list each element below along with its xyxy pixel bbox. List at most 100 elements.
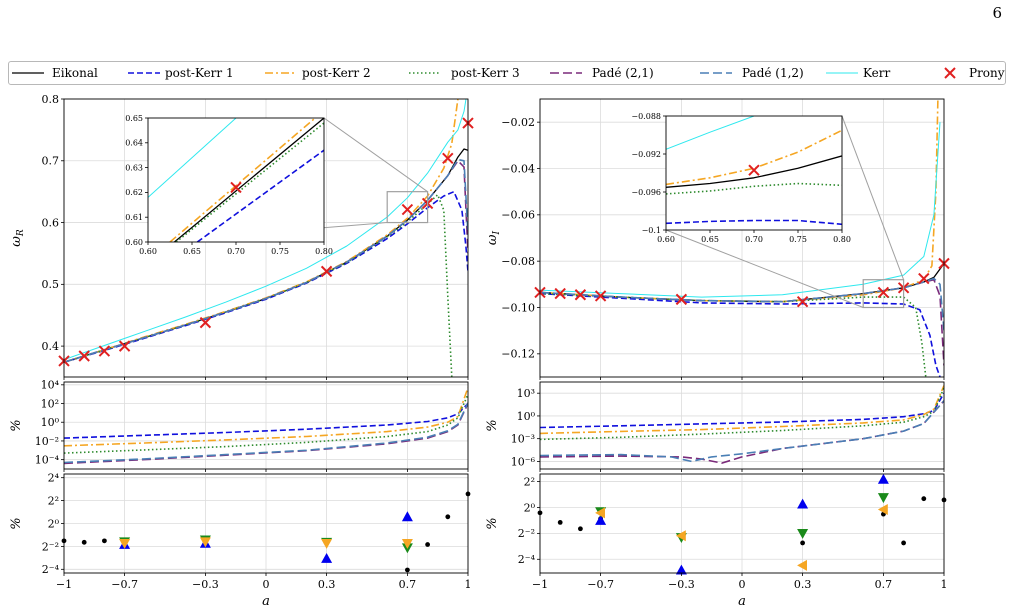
y-ticks: 2⁻⁴ 2⁻² 2⁰ 2² 2⁴ [42, 472, 64, 576]
legend-label-pade-12: Padé (1,2) [742, 66, 804, 80]
difference-dot [102, 538, 107, 544]
series-line-post-kerr-3 [540, 387, 944, 441]
x-tick-label: 0.65 [183, 247, 201, 256]
y-tick-label: −0.08 [501, 255, 535, 268]
prony-marker [98, 345, 111, 357]
y-tick-label: 0.62 [125, 188, 143, 197]
legend-item-eikonal: Eikonal [12, 66, 98, 80]
legend-label-prony: Prony [969, 66, 1005, 80]
x-tick-label: 0.80 [315, 247, 333, 256]
y-tick-label: −0.10 [501, 301, 535, 314]
panel-diff-I: 2⁻⁴ 2⁻² 2⁰ 2² −1 −0.7 −0.3 0 0.3 0.7 1% a [485, 473, 948, 609]
prony-marker [675, 293, 688, 306]
difference-dot [901, 540, 906, 546]
panel-pct-I: 10⁻⁶ 10⁻³ 10⁰ 10³% [485, 381, 945, 472]
y-tick-label: 0.61 [125, 213, 143, 222]
y-tick-label: 0.64 [125, 139, 143, 148]
x-axis-label: a [738, 594, 746, 609]
prony-marker [748, 164, 760, 176]
prony-marker [574, 289, 587, 301]
y-tick-label: −0.02 [501, 116, 535, 129]
difference-dot [578, 526, 583, 532]
series-line-pade-12 [540, 277, 944, 331]
legend [8, 61, 1006, 85]
grid-lines [63, 382, 469, 469]
y-tick-label: 0.63 [125, 163, 143, 172]
legend-label-eikonal: Eikonal [52, 66, 98, 80]
triangle-marker-down [877, 493, 889, 504]
triangle-marker-down [321, 538, 333, 549]
series-line-post-kerr-2 [64, 387, 468, 447]
zoom-connector [841, 115, 905, 280]
x-tick-label: −0.3 [668, 578, 695, 591]
triangle-marker-down [199, 537, 211, 548]
difference-dot [405, 567, 410, 573]
y-tick-label: −0.04 [501, 162, 535, 175]
y-tick-label: 10⁻² [35, 435, 59, 448]
x-tick-label: 0 [263, 578, 270, 591]
grid-lines [63, 474, 469, 573]
prony-marker [320, 265, 333, 278]
y-axis-label: % [485, 419, 500, 431]
prony-marker [118, 340, 131, 352]
triangle-marker-up [321, 553, 333, 563]
series-line-post-kerr-1 [540, 392, 944, 429]
x-tick-label: 0.3 [794, 578, 812, 591]
x-tick-label: 0 [739, 578, 746, 591]
prony-marker [78, 350, 90, 362]
difference-dot [81, 539, 87, 545]
triangle-marker-up [877, 473, 889, 484]
triangle-marker-up [797, 498, 809, 509]
series-line-post-kerr-1 [540, 292, 941, 377]
y-tick-label: 2⁰ [524, 501, 536, 514]
series-line-kerr [148, 118, 237, 198]
x-tick-label: −0.7 [587, 578, 614, 591]
legend-item-post-kerr-3: post-Kerr 3 [409, 66, 520, 80]
triangle-marker-up [595, 514, 607, 525]
series-line-pade-12 [64, 402, 468, 464]
difference-dot [445, 514, 451, 520]
plot-marks [64, 387, 468, 465]
y-tick-label: 10⁻⁶ [511, 455, 536, 468]
y-tick-label: −0.092 [631, 150, 661, 159]
page-number: 6 [992, 4, 1002, 22]
x-ticks [63, 377, 469, 380]
series-line-kerr [666, 116, 755, 150]
prony-marker [918, 272, 930, 285]
y-tick-label: 2⁻² [42, 540, 59, 553]
legend-item-pade-12: Padé (1,2) [700, 66, 804, 80]
triangle-marker-up [401, 511, 413, 522]
y-tick-label: 10² [41, 397, 59, 410]
x-tick-label: −0.3 [192, 578, 219, 591]
x-axis-label: a [262, 594, 270, 609]
y-ticks: 10⁻⁴ 10⁻² 10⁰ 10² 10⁴ [35, 379, 64, 466]
y-tick-label: 0.7 [42, 155, 60, 168]
y-tick-label: 2⁻⁴ [518, 553, 536, 566]
difference-dot [557, 519, 563, 525]
panel-omega-R-inset: 0.60 0.61 0.62 0.63 0.64 0.65 0.60 0.65 0.70 0.75… [125, 114, 333, 256]
y-ticks: −0.12 −0.10 −0.08 −0.06 −0.04 −0.02 [501, 116, 540, 361]
legend-item-pade-21: Padé (2,1) [550, 66, 654, 80]
x-tick-label: 1 [465, 578, 472, 591]
y-tick-label: 10⁰ [41, 416, 60, 429]
triangle-marker-left [595, 507, 605, 519]
y-tick-label: −0.096 [631, 188, 661, 197]
y-tick-label: 0.8 [42, 93, 60, 106]
prony-marker [442, 152, 454, 165]
triangle-marker-left [797, 559, 807, 571]
zoom-region-box [862, 279, 905, 309]
series-line-post-kerr-2 [540, 385, 944, 435]
y-tick-label: −0.1 [642, 226, 661, 235]
series-line-pade-12 [540, 400, 944, 463]
difference-dot [425, 542, 430, 547]
x-tick-label: 0.3 [318, 578, 336, 591]
legend-entries: Eikonal post-Kerr 1 post-Kerr 2 post-Kerr 3… [12, 66, 1005, 80]
x-tick-label: −1 [532, 578, 548, 591]
y-axis-label: % [485, 517, 500, 529]
prony-marker [796, 296, 809, 308]
panel-diff-R: 2⁻⁴ 2⁻² 2⁰ 2² 2⁴ −1 −0.7 −0.3 0 0.3 0.7 1% a [9, 472, 472, 609]
zoom-region-box [386, 191, 429, 224]
legend-label-pade-21: Padé (2,1) [592, 66, 654, 80]
legend-item-prony: Prony [944, 66, 1005, 80]
zoom-connector [665, 229, 864, 308]
